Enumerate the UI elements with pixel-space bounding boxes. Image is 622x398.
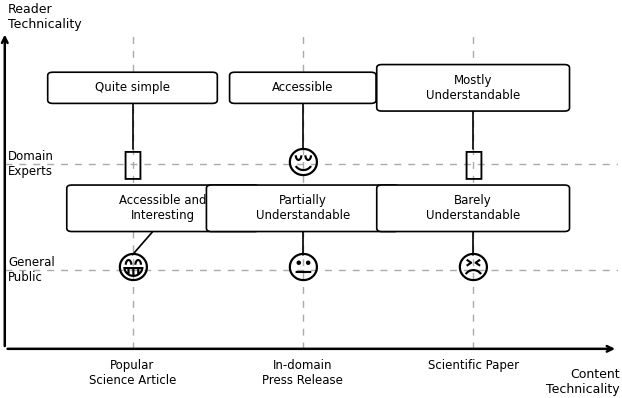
- Text: 😐: 😐: [285, 253, 320, 286]
- Text: Domain
Experts: Domain Experts: [8, 150, 54, 178]
- FancyBboxPatch shape: [230, 72, 376, 103]
- Text: Quite simple: Quite simple: [95, 81, 170, 94]
- FancyBboxPatch shape: [67, 185, 259, 232]
- FancyBboxPatch shape: [207, 185, 399, 232]
- Text: Partially
Understandable: Partially Understandable: [256, 194, 350, 222]
- Text: 🙂: 🙂: [123, 147, 142, 180]
- Text: Accessible: Accessible: [272, 81, 333, 94]
- Text: 😁: 😁: [115, 253, 150, 286]
- Text: Accessible and
Interesting: Accessible and Interesting: [119, 194, 207, 222]
- FancyBboxPatch shape: [377, 64, 570, 111]
- Text: Scientific Paper: Scientific Paper: [427, 359, 519, 373]
- Text: Mostly
Understandable: Mostly Understandable: [426, 74, 520, 102]
- FancyBboxPatch shape: [48, 72, 217, 103]
- Text: Barely
Understandable: Barely Understandable: [426, 194, 520, 222]
- Text: Popular
Science Article: Popular Science Article: [89, 359, 176, 387]
- Text: Reader
Technicality: Reader Technicality: [8, 3, 82, 31]
- Text: In-domain
Press Release: In-domain Press Release: [262, 359, 343, 387]
- Text: 😌: 😌: [285, 147, 320, 180]
- Text: Content
Technicality: Content Technicality: [546, 368, 620, 396]
- Text: 😣: 😣: [456, 253, 491, 286]
- Text: 🤔: 🤔: [463, 147, 483, 180]
- Text: General
Public: General Public: [8, 256, 55, 284]
- FancyBboxPatch shape: [377, 185, 570, 232]
